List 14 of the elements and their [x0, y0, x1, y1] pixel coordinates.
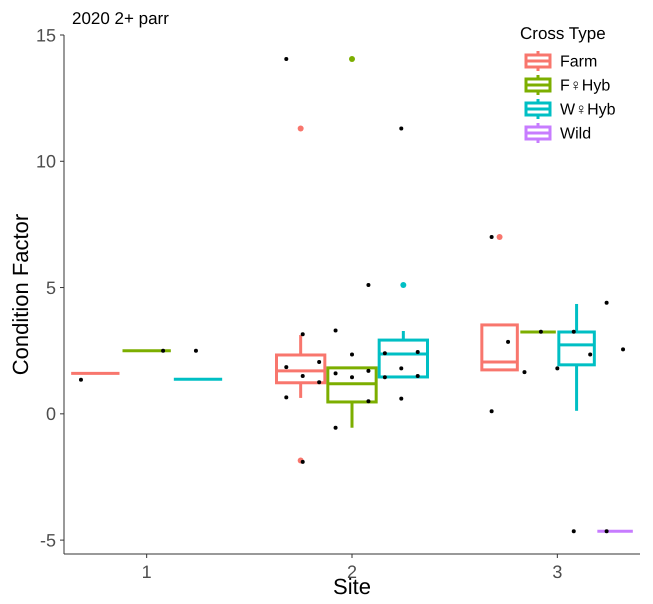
legend-title: Cross Type	[520, 24, 606, 43]
chart-title: 2020 2+ parr	[72, 9, 170, 28]
legend-label: W♀Hyb	[560, 102, 616, 119]
y-tick-label: 10	[36, 152, 56, 172]
y-tick-label: 15	[36, 25, 56, 46]
x-tick-label: 3	[552, 562, 562, 582]
legend-label: Farm	[560, 54, 598, 71]
x-tick-label: 1	[142, 562, 152, 582]
legend-label: Wild	[560, 126, 592, 143]
legend-label: F♀Hyb	[560, 78, 610, 95]
y-tick-label: -5	[40, 530, 56, 550]
y-tick-label: 5	[46, 278, 56, 298]
y-tick-label: 0	[46, 404, 56, 424]
y-axis-title: Condition Factor	[8, 214, 33, 376]
